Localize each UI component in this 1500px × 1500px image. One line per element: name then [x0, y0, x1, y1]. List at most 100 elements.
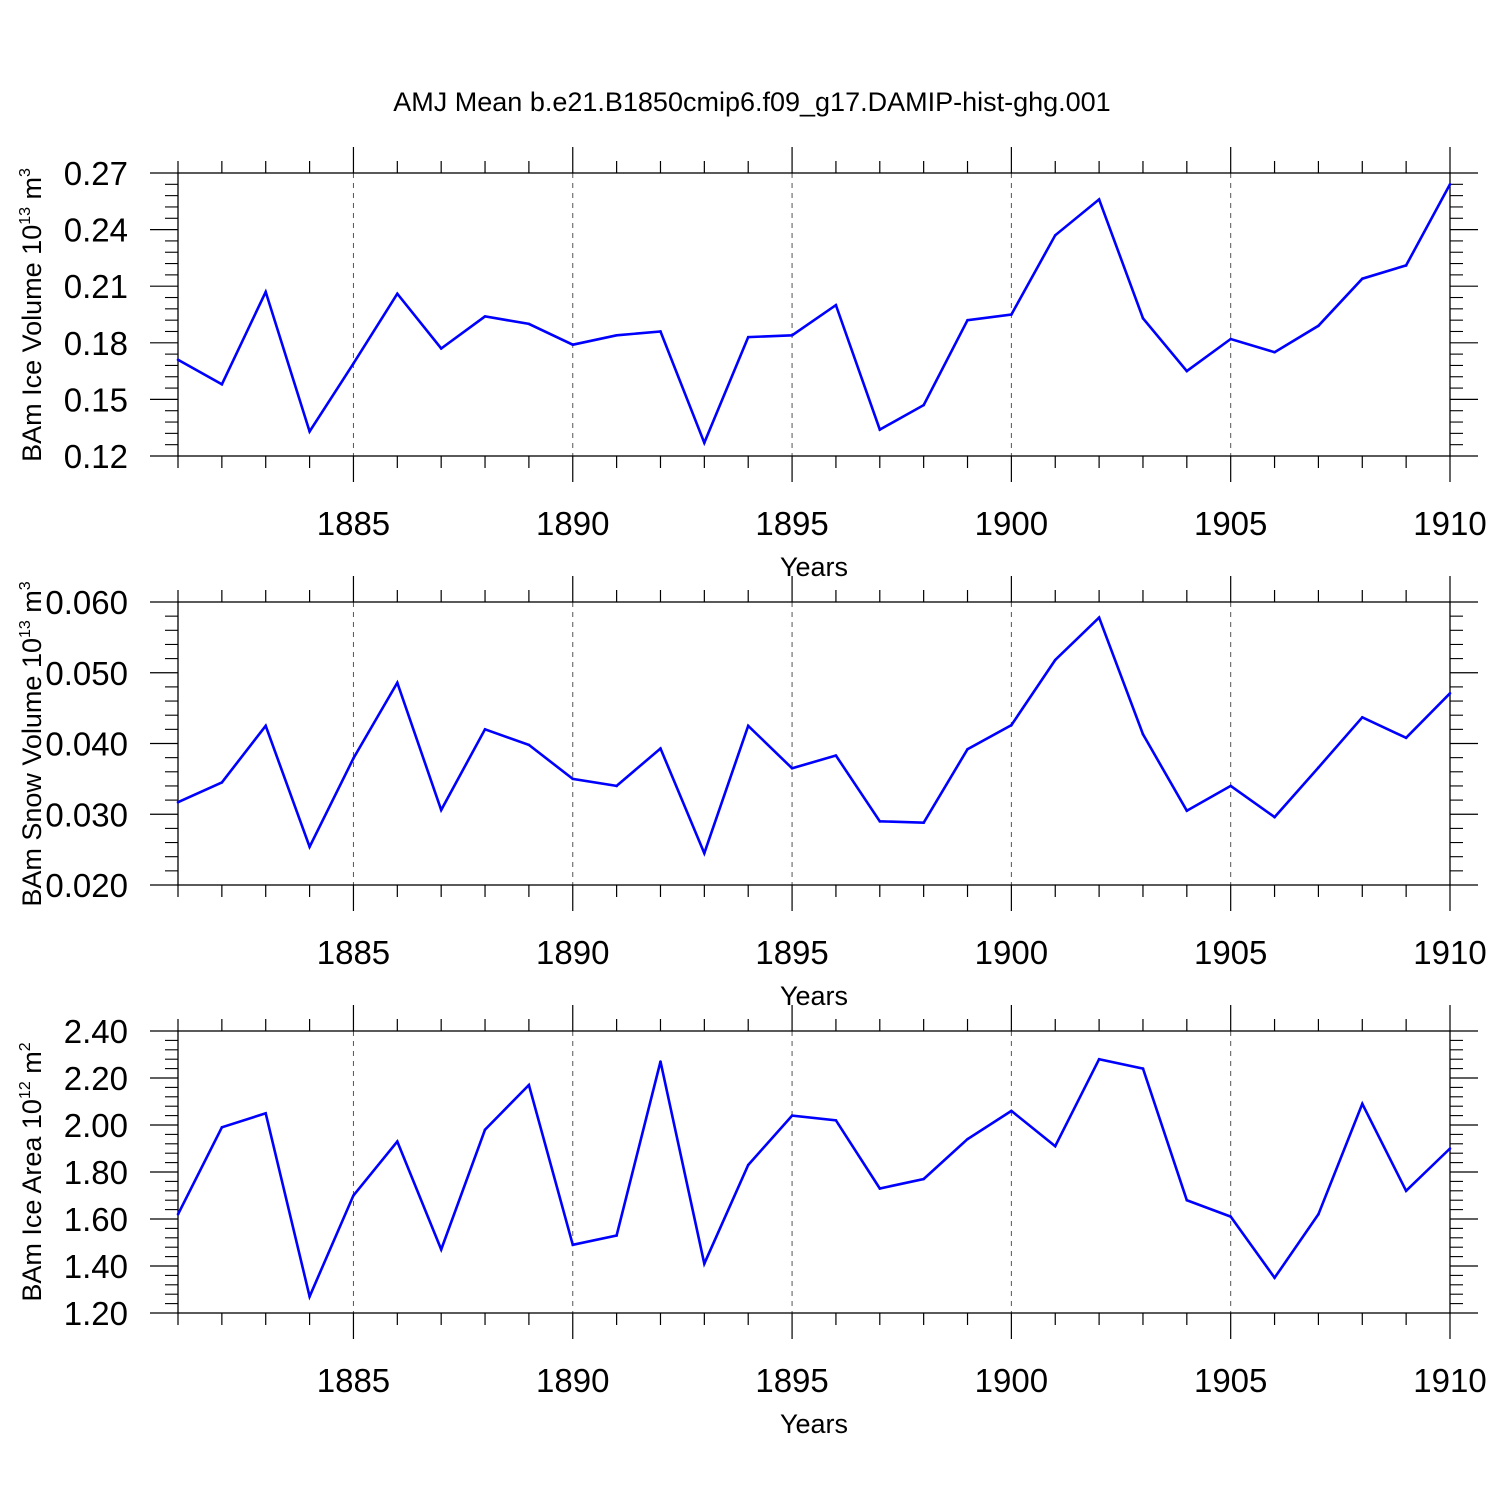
y-tick-label: 0.040	[45, 726, 128, 763]
y-axis-label-unit-exp: 3	[17, 581, 34, 590]
panel-1: 1885 1890 1895 1900 1905 1910 Years 0.12 0.15 0.1…	[17, 147, 1487, 582]
data-point	[790, 766, 794, 770]
data-point	[1229, 784, 1232, 788]
data-point	[790, 1114, 794, 1117]
data-point	[264, 290, 268, 294]
data-point	[1141, 316, 1145, 320]
y-tick-label: 2.00	[64, 1107, 128, 1144]
data-point	[1097, 616, 1101, 619]
x-tick-label: 1900	[975, 934, 1048, 971]
data-point	[439, 808, 443, 812]
y-tick-label: 1.20	[64, 1295, 128, 1332]
data-point	[527, 1083, 531, 1087]
y-tick-label: 1.60	[64, 1201, 128, 1238]
data-point	[1141, 733, 1145, 736]
data-point	[746, 724, 750, 728]
data-point	[1317, 766, 1320, 769]
plot-frame	[177, 1030, 1451, 1314]
data-point	[176, 358, 180, 362]
data-point	[352, 757, 355, 760]
data-point	[922, 821, 925, 825]
data-point	[308, 1295, 311, 1298]
y-axis-label-prefix: BAm Snow Volume 10	[17, 638, 47, 907]
data-point	[966, 1137, 969, 1141]
data-point	[1404, 736, 1408, 740]
data-point	[220, 781, 224, 784]
plot-frame	[177, 172, 1451, 457]
y-axis-label: BAm Ice Area 1012 m2	[17, 1042, 47, 1301]
data-point	[396, 292, 399, 296]
data-point	[483, 315, 487, 318]
y-axis-label-exp: 13	[17, 620, 34, 638]
x-tick-label: 1910	[1413, 1362, 1486, 1399]
data-point	[659, 330, 662, 333]
x-tick-label: 1895	[755, 505, 828, 542]
data-point	[176, 1213, 180, 1216]
plot-frame	[177, 601, 1451, 886]
data-point	[746, 335, 750, 339]
x-axis-title: Years	[780, 1409, 848, 1439]
data-point	[220, 383, 224, 386]
data-point	[966, 318, 969, 322]
data-point	[1404, 1189, 1408, 1193]
y-axis-label-prefix: BAm Ice Area 10	[17, 1099, 47, 1302]
data-point	[352, 1194, 355, 1197]
data-point	[483, 1128, 487, 1131]
y-axis-label-prefix: BAm Ice Volume 10	[17, 225, 47, 462]
data-point	[1053, 1144, 1057, 1148]
series-line-snow_volume	[177, 615, 1451, 857]
data-point	[922, 403, 925, 407]
data-point	[966, 747, 969, 751]
y-axis-label-unit: m	[17, 1051, 47, 1081]
data-point	[527, 743, 531, 747]
data-point	[703, 1262, 706, 1265]
data-point	[1273, 350, 1276, 354]
data-point	[1010, 313, 1013, 316]
data-point	[1360, 1102, 1364, 1106]
data-point	[396, 1140, 399, 1143]
y-tick-label: 1.80	[64, 1154, 128, 1191]
data-point	[746, 1163, 750, 1167]
data-point	[1097, 1057, 1101, 1061]
data-point	[571, 777, 575, 781]
data-point	[1141, 1067, 1145, 1070]
data-point	[834, 754, 838, 757]
data-point	[1185, 369, 1189, 373]
y-tick-label: 0.21	[64, 268, 128, 305]
x-axis-title: Years	[780, 981, 848, 1011]
data-point	[1273, 1276, 1276, 1280]
data-point	[176, 800, 180, 804]
series-line-ice_area	[176, 1057, 1451, 1301]
chart-title: AMJ Mean b.e21.B1850cmip6.f09_g17.DAMIP-…	[393, 87, 1110, 117]
data-point	[1097, 198, 1101, 201]
data-point	[1317, 1213, 1320, 1216]
x-tick-label: 1895	[755, 1362, 828, 1399]
data-point	[790, 333, 794, 337]
data-point	[703, 851, 706, 855]
data-point	[439, 1248, 443, 1251]
y-axis-label: BAm Snow Volume 1013 m3	[17, 581, 47, 906]
data-point	[878, 820, 882, 823]
data-point	[1273, 815, 1276, 819]
data-point	[1360, 716, 1364, 719]
x-tick-label: 1885	[317, 934, 390, 971]
data-point	[571, 1243, 575, 1247]
data-point	[615, 333, 618, 337]
y-tick-label: 0.030	[45, 796, 128, 833]
data-point	[834, 303, 838, 307]
data-point	[439, 347, 443, 350]
y-axis-label-unit: m	[17, 177, 47, 207]
y-tick-label: 0.15	[64, 381, 128, 418]
data-point	[615, 784, 618, 788]
x-tick-label: 1910	[1413, 505, 1486, 542]
data-point	[527, 322, 531, 326]
y-axis-label-unit-exp: 2	[17, 1042, 34, 1051]
y-tick-label: 0.050	[45, 655, 128, 692]
x-tick-label: 1905	[1194, 1362, 1267, 1399]
data-point	[483, 728, 487, 731]
y-tick-label: 2.20	[64, 1060, 128, 1097]
data-point	[1229, 337, 1232, 341]
data-point	[1404, 264, 1408, 267]
y-tick-label: 0.18	[64, 325, 128, 362]
